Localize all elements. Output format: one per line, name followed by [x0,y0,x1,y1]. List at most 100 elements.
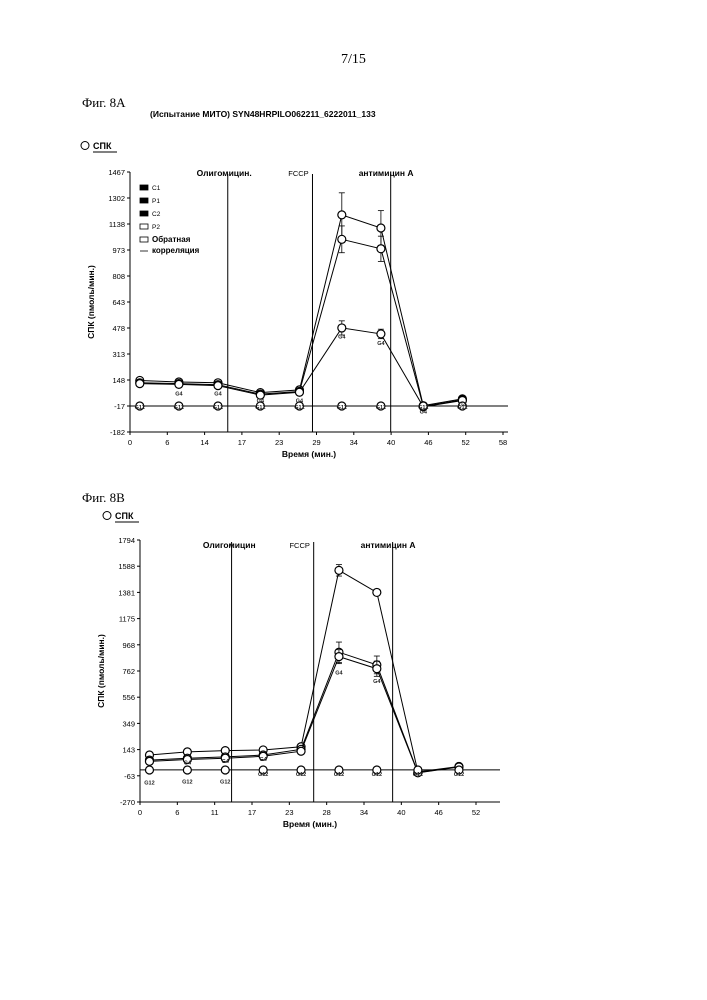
point-label: G4 [377,341,385,347]
y-tick-label: 1138 [109,220,125,229]
legend-swatch-2 [140,211,148,216]
chart-figure-8a: (Испытание МИТО) SYN48HRPILO062211_62220… [0,100,707,480]
point-label: G4 [335,670,343,676]
legend-label-1: P1 [152,198,160,205]
legend-swatch-0 [140,185,148,190]
data-point [295,388,303,396]
y-tick-label: 643 [112,298,125,307]
x-tick-label: 46 [434,808,442,817]
point-label: G4 [214,391,222,397]
point-label: G4 [184,760,192,766]
point-label: G12 [144,781,154,787]
x-tick-label: 6 [175,808,179,817]
legend-label-3: P2 [152,224,160,231]
event-label-2: антимицин A [361,540,416,550]
x-tick-label: 0 [128,438,132,447]
point-label: G4 [373,679,381,685]
x-tick-label: 23 [275,438,283,447]
y-tick-label: 973 [112,246,125,255]
x-axis-label: Время (мин.) [283,819,337,829]
point-label: G12 [454,772,464,778]
x-tick-label: 40 [387,438,395,447]
point-label: G12 [213,405,223,411]
point-label: G12 [182,779,192,785]
point-label: G12 [413,772,423,778]
point-label: G12 [294,405,304,411]
indicator-circle-icon [103,512,111,520]
legend-swatch-4 [140,237,148,242]
point-label: G12 [334,772,344,778]
y-tick-label: 556 [122,693,135,702]
data-point [338,235,346,243]
y-axis-label: СПК (пмоль/мин.) [86,265,96,339]
data-point [221,766,229,774]
chart-title: (Испытание МИТО) SYN48HRPILO062211_62220… [150,109,376,119]
indicator-label: СПК [93,141,112,151]
point-label: G12 [372,772,382,778]
point-label: G12 [135,405,145,411]
point-label: G4 [338,335,346,341]
y-tick-label: 1794 [118,536,135,545]
legend-swatch-1 [140,198,148,203]
point-label: G4 [259,757,267,763]
event-label-1: FCCP [289,541,309,550]
page-number: 7/15 [0,52,707,68]
series-line-2 [149,657,458,773]
point-label: G4 [459,402,467,408]
point-label: G12 [376,405,386,411]
x-tick-label: 34 [350,438,358,447]
data-point [145,766,153,774]
point-label: G4 [222,759,230,765]
point-label: G4 [420,409,428,415]
data-point [183,766,191,774]
legend-label-0: C1 [152,185,161,192]
x-tick-label: 34 [360,808,368,817]
indicator-label: СПК [115,511,134,521]
point-label: G12 [296,772,306,778]
y-tick-label: -17 [114,402,125,411]
x-tick-label: 14 [200,438,208,447]
point-label: G12 [220,779,230,785]
data-point [145,757,153,765]
y-tick-label: 478 [112,324,125,333]
x-tick-label: 23 [285,808,293,817]
x-tick-label: 0 [138,808,142,817]
y-tick-label: 1175 [119,615,135,624]
legend-label-4: Обратнаякорреляция [152,235,200,255]
y-tick-label: -270 [120,798,135,807]
y-tick-label: 1302 [108,194,125,203]
data-point [373,588,381,596]
point-label: G12 [174,405,184,411]
point-label: G4 [296,398,304,404]
point-label: G12 [258,772,268,778]
y-tick-label: 349 [122,719,135,728]
legend-label-2: C2 [152,211,161,218]
x-tick-label: 17 [248,808,256,817]
data-point [338,324,346,332]
x-tick-label: 29 [312,438,320,447]
chart-figure-8b: СПК1794158813811175968762556349143-63-27… [0,500,707,860]
y-tick-label: 968 [122,641,135,650]
y-tick-label: 1467 [108,168,125,177]
x-tick-label: 17 [238,438,246,447]
data-point [377,224,385,232]
data-point [377,330,385,338]
data-point [297,747,305,755]
data-point [335,653,343,661]
point-label: G4 [257,398,265,404]
y-tick-label: 1381 [118,588,135,597]
event-label-1: FCCP [288,169,308,178]
data-point [136,380,144,388]
data-point [214,382,222,390]
data-point [377,245,385,253]
data-point [175,380,183,388]
x-tick-label: 46 [424,438,432,447]
x-tick-label: 52 [462,438,470,447]
x-tick-label: 28 [322,808,330,817]
event-label-0: Олигомицин [203,540,256,550]
point-label: G4 [175,391,183,397]
point-label: G12 [255,405,265,411]
data-point [338,211,346,219]
indicator-circle-icon [81,142,89,150]
y-tick-label: -182 [110,428,125,437]
